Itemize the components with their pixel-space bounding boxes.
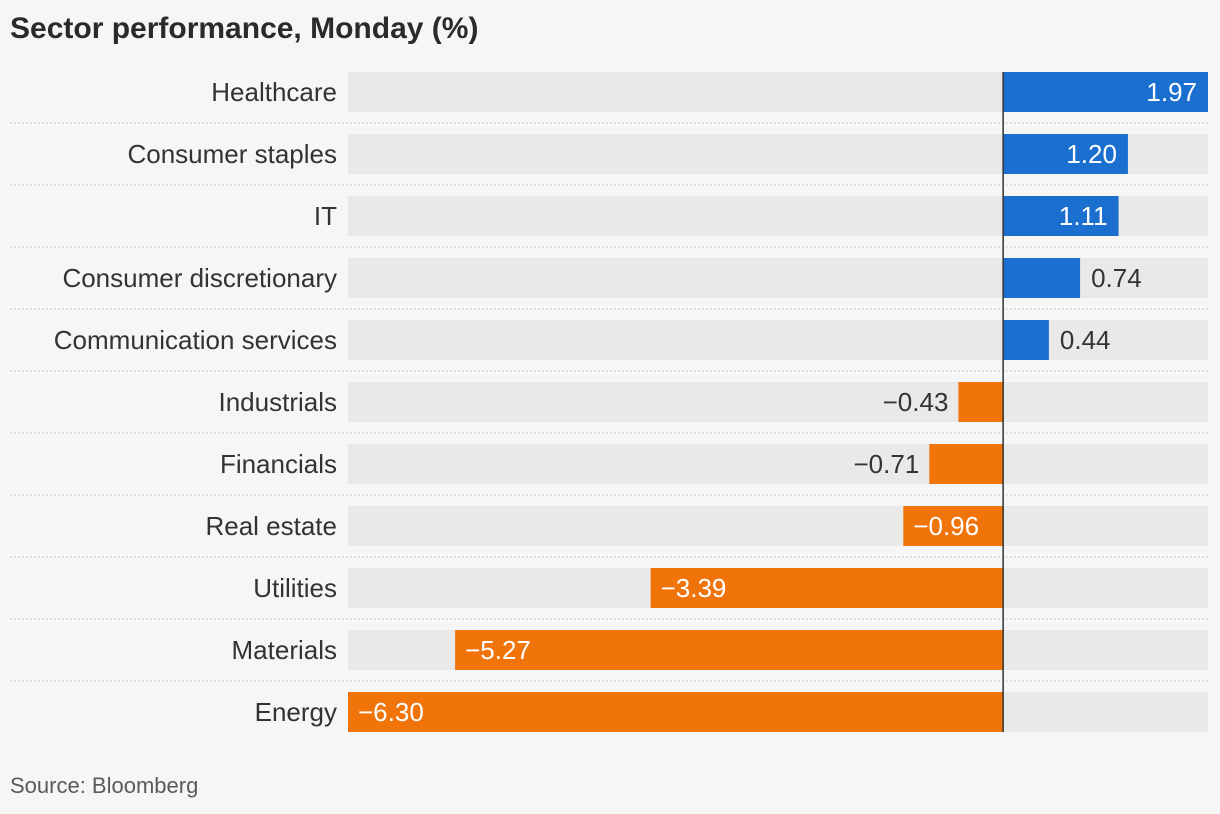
bar-track — [348, 444, 1208, 484]
bar — [455, 630, 1004, 670]
value-label: −0.96 — [913, 511, 979, 541]
bar — [958, 382, 1004, 422]
value-label: −0.43 — [883, 387, 949, 417]
category-label: Industrials — [219, 387, 338, 417]
category-label: Healthcare — [211, 77, 337, 107]
bar — [903, 506, 1004, 546]
category-label: Materials — [232, 635, 337, 665]
bar — [1003, 72, 1208, 112]
bar-track — [348, 382, 1208, 422]
value-label: −3.39 — [661, 573, 727, 603]
value-label: −0.71 — [854, 449, 920, 479]
value-label: 0.44 — [1060, 325, 1111, 355]
category-label: IT — [314, 201, 337, 231]
category-label: Energy — [255, 697, 337, 727]
bar — [1003, 196, 1119, 236]
source-note: Source: Bloomberg — [10, 773, 199, 798]
bar — [1003, 134, 1128, 174]
bar — [1003, 320, 1049, 360]
value-label: 0.74 — [1091, 263, 1142, 293]
category-label: Consumer discretionary — [62, 263, 337, 293]
category-label: Real estate — [205, 511, 337, 541]
category-label: Utilities — [253, 573, 337, 603]
category-label: Communication services — [54, 325, 337, 355]
value-label: 1.20 — [1066, 139, 1117, 169]
bar — [348, 692, 1004, 732]
bar — [650, 568, 1004, 608]
category-label: Financials — [220, 449, 337, 479]
value-label: −6.30 — [358, 697, 424, 727]
bar-track — [348, 506, 1208, 546]
value-label: −5.27 — [465, 635, 531, 665]
value-label: 1.11 — [1059, 201, 1108, 231]
category-label: Consumer staples — [127, 139, 337, 169]
bar — [1003, 258, 1081, 298]
chart-title: Sector performance, Monday (%) — [10, 12, 479, 45]
bar — [929, 444, 1004, 484]
value-label: 1.97 — [1146, 77, 1197, 107]
bar-track — [348, 320, 1208, 360]
